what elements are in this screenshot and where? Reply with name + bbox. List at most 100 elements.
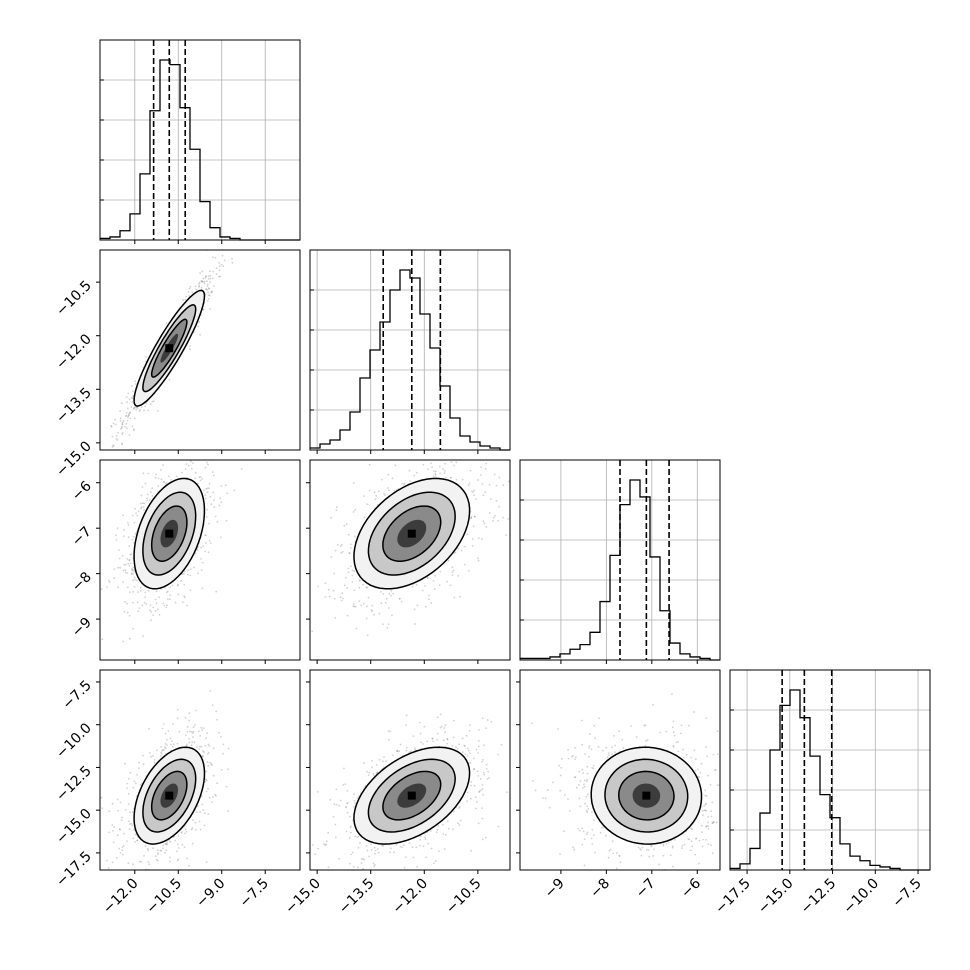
contour-line [353, 746, 471, 845]
scatter-point [507, 480, 510, 483]
scatter-point [353, 570, 356, 573]
scatter-point [486, 778, 489, 780]
scatter-point [134, 507, 137, 510]
scatter-point [205, 288, 207, 291]
scatter-point [339, 596, 342, 599]
scatter-point [428, 594, 430, 597]
scatter-point [702, 838, 704, 841]
scatter-point [452, 719, 455, 722]
scatter-point [323, 843, 325, 846]
scatter-point [653, 848, 655, 851]
scatter-point [129, 562, 132, 565]
scatter-point [214, 793, 217, 796]
scatter-point [113, 875, 115, 877]
scatter-point [368, 855, 370, 858]
scatter-point [707, 825, 710, 827]
scatter-point [373, 491, 376, 494]
scatter-point [169, 586, 172, 589]
scatter-point [203, 751, 206, 754]
scatter-panel-2-3 [519, 669, 723, 880]
scatter-point [444, 462, 447, 465]
scatter-point [447, 827, 450, 830]
scatter-point [721, 779, 723, 781]
scatter-point [494, 515, 496, 517]
scatter-point [171, 584, 174, 587]
scatter-point [219, 275, 222, 278]
scatter-point [154, 476, 157, 479]
scatter-point [608, 849, 611, 852]
scatter-point [646, 848, 648, 851]
scatter-point [446, 580, 448, 583]
scatter-point [365, 845, 368, 847]
scatter-point [368, 463, 371, 466]
scatter-point [388, 489, 390, 492]
scatter-point [482, 793, 484, 796]
scatter-point [111, 435, 114, 438]
scatter-point [130, 553, 133, 556]
scatter-point [387, 487, 389, 489]
scatter-point [205, 779, 208, 782]
scatter-point [176, 850, 178, 853]
scatter-point [207, 298, 210, 300]
scatter-point [591, 843, 594, 845]
scatter-point [444, 724, 447, 726]
scatter-point [199, 828, 202, 831]
scatter-point [181, 448, 183, 450]
scatter-point [532, 735, 534, 737]
scatter-point [227, 768, 230, 771]
scatter-point [477, 822, 480, 825]
scatter-point [142, 754, 144, 757]
scatter-point [452, 569, 455, 572]
scatter-point [207, 294, 210, 297]
scatter-point [205, 516, 208, 518]
scatter-point [330, 556, 333, 558]
scatter-point [704, 803, 707, 806]
scatter-point [373, 613, 375, 616]
scatter-point [189, 574, 192, 577]
scatter-point [687, 838, 690, 840]
scatter-point [125, 396, 128, 399]
scatter-point [162, 723, 165, 725]
scatter-point [472, 525, 475, 528]
scatter-point [119, 852, 122, 854]
scatter-point [149, 499, 151, 501]
contour-line [133, 477, 206, 590]
scatter-point [158, 614, 161, 616]
scatter-point [100, 796, 103, 799]
scatter-point [212, 256, 214, 259]
contour-line [150, 318, 188, 378]
scatter-point [207, 275, 210, 278]
scatter-point [132, 590, 135, 593]
scatter-point [202, 430, 204, 432]
scatter-point [195, 828, 197, 831]
scatter-point [208, 745, 211, 747]
scatter-point [631, 878, 633, 880]
scatter-point [201, 280, 204, 282]
scatter-point [115, 534, 117, 537]
scatter-point [374, 498, 377, 500]
scatter-point [360, 604, 363, 607]
scatter-point [481, 717, 484, 719]
histogram-panel-1 [309, 249, 511, 451]
scatter-point [177, 593, 180, 596]
scatter-point [374, 849, 377, 852]
scatter-point [332, 589, 335, 592]
scatter-point [470, 517, 472, 519]
scatter-point [183, 596, 186, 599]
scatter-point [218, 269, 221, 272]
scatter-point [202, 750, 204, 753]
scatter-point [199, 745, 201, 748]
scatter-point [353, 805, 355, 808]
scatter-point [721, 767, 723, 769]
scatter-point [408, 751, 411, 754]
scatter-point [342, 597, 344, 600]
scatter-point [174, 601, 177, 604]
scatter-point [707, 821, 709, 824]
panel-frame [729, 669, 931, 871]
scatter-point [485, 526, 488, 528]
scatter-point [434, 574, 436, 577]
scatter-point [119, 801, 122, 804]
scatter-point [418, 721, 421, 724]
scatter-point [405, 746, 408, 749]
scatter-point [115, 435, 118, 437]
